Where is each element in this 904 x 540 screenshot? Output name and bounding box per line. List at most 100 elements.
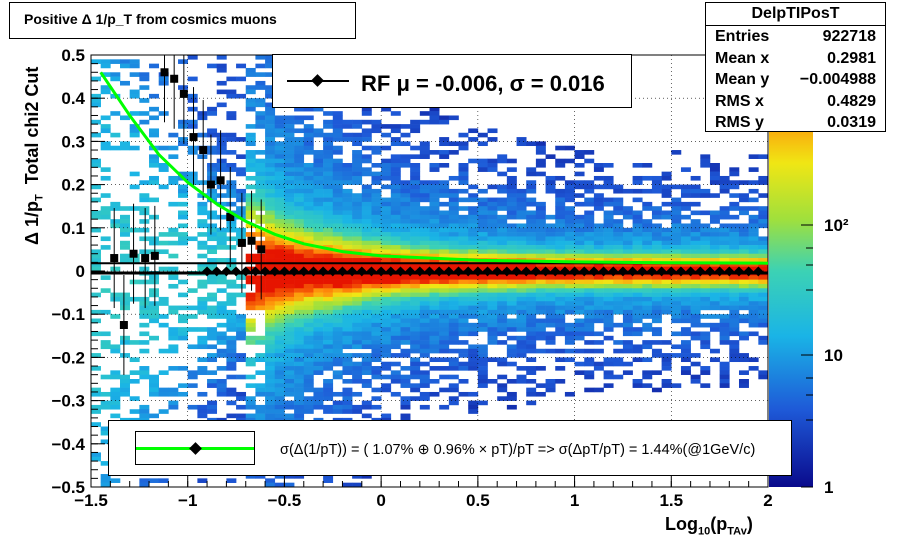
- heatmap-bin: [265, 111, 276, 116]
- heatmap-bin: [197, 478, 208, 483]
- heatmap-bin: [448, 214, 459, 220]
- heatmap-bin: [613, 361, 624, 367]
- heatmap-bin: [564, 288, 575, 293]
- heatmap-bin: [564, 348, 575, 354]
- heatmap-bin: [622, 340, 633, 345]
- heatmap-bin: [564, 227, 575, 233]
- heatmap-bin: [303, 396, 314, 401]
- heatmap-bin: [738, 296, 749, 302]
- heatmap-bin: [100, 72, 111, 77]
- x-axis: −1.5 −1 −0.5 0 0.5 1 1.5 2: [74, 475, 773, 510]
- heatmap-bin: [284, 262, 295, 267]
- heatmap-bin: [207, 292, 218, 298]
- y-axis: −0.5−0.4−0.3−0.2−0.100.10.20.30.40.5: [51, 46, 105, 497]
- heatmap-bin: [265, 249, 276, 255]
- heatmap-bin: [535, 301, 546, 306]
- heatmap-bin: [429, 115, 440, 121]
- heatmap-bin: [168, 201, 179, 207]
- mean-marker: [424, 266, 435, 277]
- heatmap-bin: [390, 344, 401, 350]
- heatmap-bin: [294, 361, 305, 367]
- heatmap-bin: [651, 301, 662, 306]
- heatmap-bin: [226, 374, 237, 380]
- heatmap-bin: [400, 124, 411, 129]
- heatmap-bin: [332, 197, 343, 203]
- heatmap-bin: [139, 210, 150, 216]
- heatmap-bin: [284, 158, 295, 164]
- heatmap-bin: [448, 296, 459, 302]
- heatmap-bin: [323, 283, 334, 289]
- heatmap-bin: [352, 214, 363, 220]
- heatmap-bin: [497, 197, 508, 203]
- heatmap-bin: [294, 106, 305, 112]
- heatmap-bin: [361, 340, 372, 345]
- heatmap-bin: [265, 167, 276, 172]
- heatmap-bin: [410, 180, 421, 185]
- heatmap-bin: [303, 318, 314, 324]
- heatmap-bin: [700, 370, 711, 375]
- heatmap-bin: [410, 206, 421, 211]
- heatmap-bin: [332, 322, 343, 328]
- heatmap-bin: [245, 175, 256, 181]
- heatmap-bin: [458, 296, 469, 302]
- heatmap-bin: [593, 240, 604, 246]
- heatmap-bin: [284, 266, 295, 272]
- heatmap-bin: [584, 158, 595, 164]
- heatmap-bin: [265, 150, 276, 155]
- heatmap-bin: [526, 322, 537, 328]
- heatmap-bin: [342, 409, 353, 414]
- heatmap-bin: [139, 227, 150, 233]
- heatmap-bin: [197, 232, 208, 237]
- heatmap-bin: [497, 309, 508, 315]
- heatmap-bin: [497, 245, 508, 250]
- heatmap-bin: [477, 245, 488, 250]
- heatmap-bin: [526, 305, 537, 311]
- heatmap-bin: [661, 236, 672, 242]
- heatmap-bin: [729, 180, 740, 185]
- heatmap-bin: [352, 141, 363, 147]
- heatmap-bin: [207, 132, 218, 138]
- heatmap-bin: [332, 305, 343, 311]
- heatmap-bin: [700, 210, 711, 216]
- heatmap-bin: [729, 296, 740, 302]
- heatmap-bin: [458, 379, 469, 384]
- heatmap-bin: [439, 283, 450, 289]
- heatmap-bin: [216, 236, 227, 242]
- heatmap-bin: [748, 258, 759, 263]
- heatmap-bin: [207, 400, 218, 406]
- heatmap-bin: [477, 288, 488, 293]
- heatmap-bin: [738, 210, 749, 216]
- heatmap-bin: [323, 292, 334, 298]
- heatmap-bin: [168, 232, 179, 237]
- heatmap-bin: [332, 188, 343, 194]
- heatmap-bin: [729, 232, 740, 237]
- heatmap-bin: [448, 275, 459, 280]
- heatmap-bin: [323, 366, 334, 371]
- heatmap-bin: [584, 197, 595, 203]
- heatmap-bin: [487, 331, 498, 337]
- heatmap-bin: [197, 370, 208, 375]
- heatmap-bin: [487, 240, 498, 246]
- heatmap-bin: [448, 227, 459, 233]
- heatmap-bin: [265, 379, 276, 384]
- heatmap-bin: [632, 180, 643, 185]
- heatmap-bin: [729, 266, 740, 272]
- heatmap-bin: [458, 175, 469, 181]
- heatmap-bin: [651, 214, 662, 220]
- heatmap-bin: [265, 85, 276, 90]
- heatmap-bin: [429, 201, 440, 207]
- heatmap-bin: [381, 283, 392, 289]
- heatmap-bin: [361, 132, 372, 138]
- heatmap-bin: [129, 206, 140, 211]
- heatmap-bin: [729, 327, 740, 332]
- heatmap-bin: [458, 188, 469, 194]
- heatmap-bin: [129, 111, 140, 116]
- heatmap-bin: [178, 292, 189, 298]
- heatmap-bin: [294, 322, 305, 328]
- heatmap-bin: [410, 223, 421, 229]
- heatmap-bin: [361, 188, 372, 194]
- profile-marker: [189, 133, 198, 142]
- heatmap-bin: [323, 318, 334, 324]
- legend-sample-frame: [135, 431, 255, 465]
- heatmap-bin: [323, 275, 334, 280]
